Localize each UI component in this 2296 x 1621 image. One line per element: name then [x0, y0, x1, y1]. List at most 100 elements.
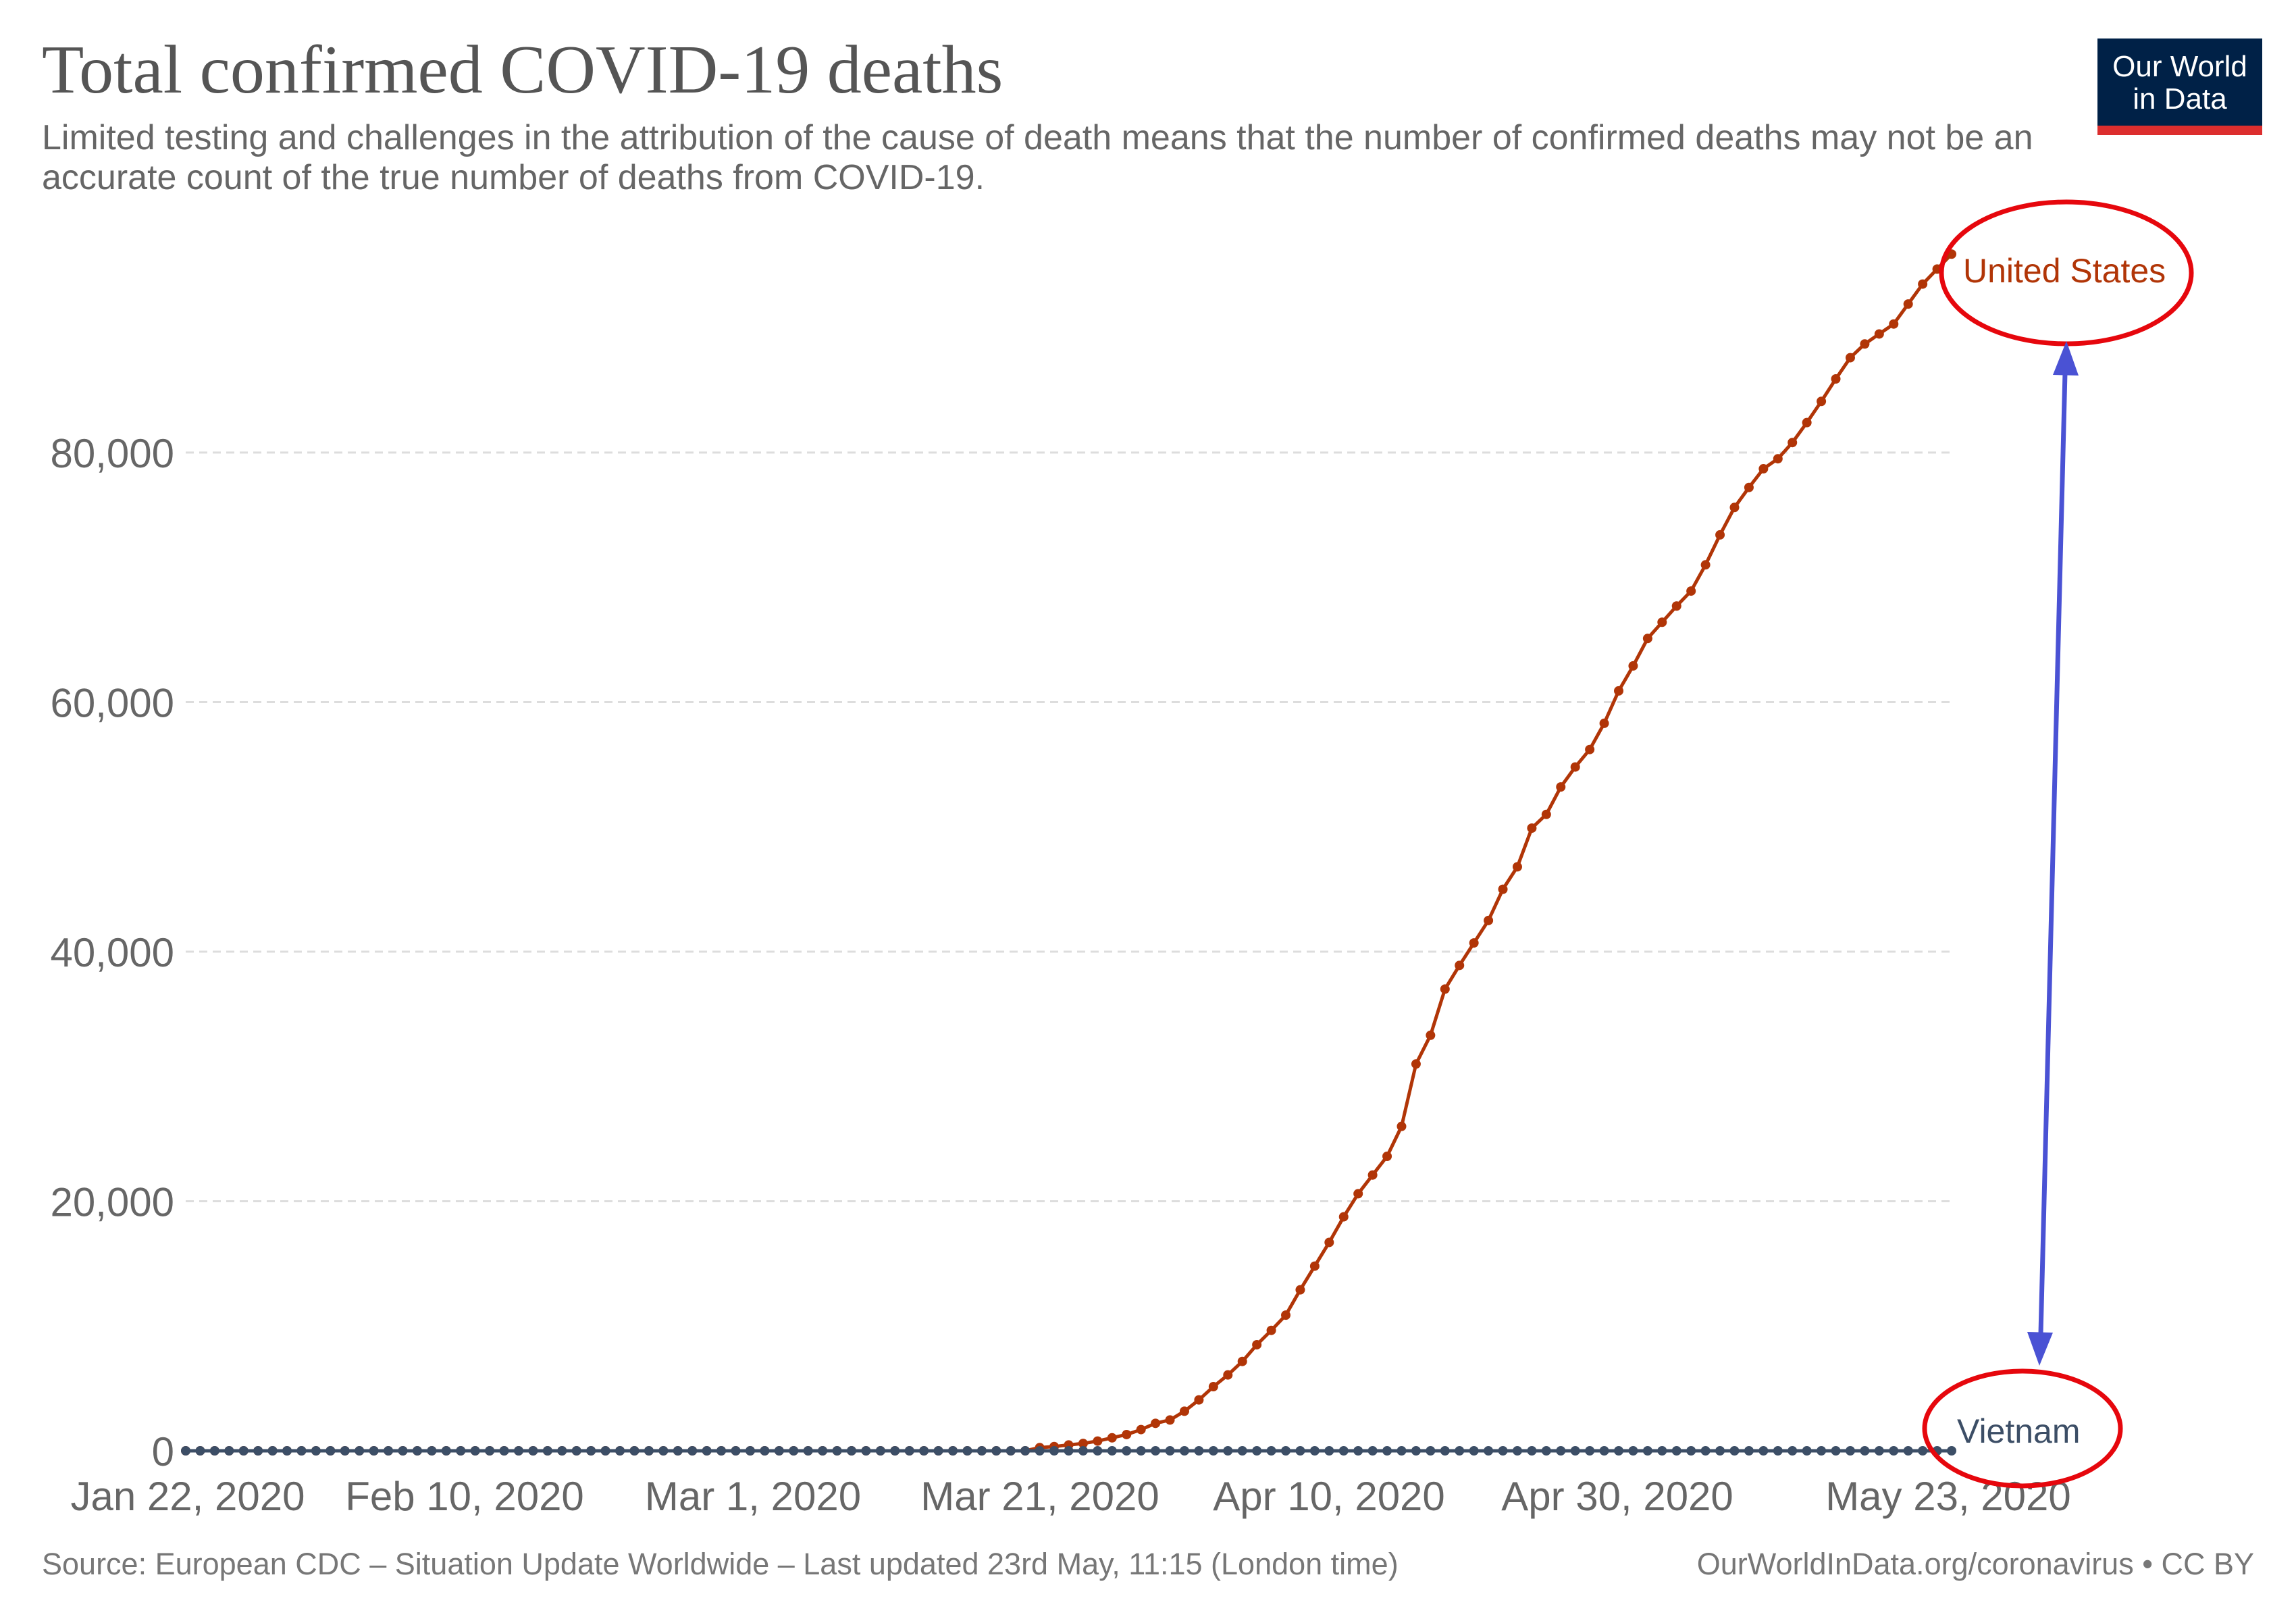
data-point-vietnam	[948, 1446, 958, 1456]
data-point-united-states	[1874, 329, 1884, 339]
data-point-vietnam	[1165, 1446, 1175, 1456]
data-point-vietnam	[629, 1446, 640, 1456]
data-point-united-states	[1817, 396, 1827, 407]
data-point-united-states	[1556, 782, 1566, 792]
data-point-united-states	[1541, 809, 1551, 819]
data-point-vietnam	[1686, 1446, 1696, 1456]
data-point-united-states	[1107, 1433, 1117, 1443]
data-point-vietnam	[1208, 1446, 1218, 1456]
data-point-vietnam	[267, 1446, 278, 1456]
data-point-vietnam	[716, 1446, 727, 1456]
data-point-vietnam	[340, 1446, 350, 1456]
data-point-vietnam	[818, 1446, 828, 1456]
chart-subtitle: Limited testing and challenges in the at…	[42, 118, 2033, 197]
data-point-united-states	[1903, 299, 1913, 309]
data-point-vietnam	[1136, 1446, 1146, 1456]
data-point-united-states	[1614, 686, 1624, 696]
x-tick-label: May 23, 2020	[1825, 1474, 2071, 1519]
data-point-vietnam	[441, 1446, 451, 1456]
x-tick-label: Mar 1, 2020	[645, 1474, 861, 1519]
data-point-vietnam	[485, 1446, 495, 1456]
data-point-vietnam	[673, 1446, 683, 1456]
data-point-vietnam	[1397, 1446, 1407, 1456]
owid-logo[interactable]: Our World in Data	[2097, 38, 2262, 135]
data-point-united-states	[1671, 601, 1681, 611]
data-point-vietnam	[1860, 1446, 1870, 1456]
data-point-vietnam	[282, 1446, 292, 1456]
data-point-vietnam	[181, 1446, 190, 1456]
data-point-vietnam	[1020, 1446, 1030, 1456]
annotations	[1922, 199, 2194, 1489]
data-point-vietnam	[195, 1446, 205, 1456]
data-point-vietnam	[1758, 1446, 1769, 1456]
data-point-vietnam	[702, 1446, 712, 1456]
data-point-vietnam	[499, 1446, 509, 1456]
data-point-united-states	[1338, 1212, 1349, 1222]
data-point-vietnam	[919, 1446, 929, 1456]
data-point-united-states	[1223, 1370, 1233, 1380]
data-point-united-states	[1484, 915, 1494, 925]
data-point-vietnam	[557, 1446, 567, 1456]
data-point-vietnam	[1353, 1446, 1363, 1456]
y-axis-ticks: 0 20,000 40,000 60,000 80,000	[50, 431, 174, 1474]
series-label-united-states: United States	[1963, 252, 2166, 290]
data-point-united-states	[1151, 1418, 1161, 1429]
data-point-vietnam	[1947, 1446, 1956, 1456]
data-point-vietnam	[1744, 1446, 1754, 1456]
data-point-united-states	[1237, 1356, 1247, 1366]
data-point-united-states	[1194, 1395, 1204, 1405]
data-point-vietnam	[1266, 1446, 1276, 1456]
data-point-vietnam	[745, 1446, 755, 1456]
data-point-vietnam	[355, 1446, 365, 1456]
y-tick-label: 80,000	[50, 431, 174, 476]
data-point-vietnam	[1194, 1446, 1204, 1456]
data-point-united-states	[1918, 279, 1928, 289]
data-point-vietnam	[1802, 1446, 1812, 1456]
x-tick-label: Feb 10, 2020	[345, 1474, 584, 1519]
x-tick-label: Apr 10, 2020	[1213, 1474, 1445, 1519]
data-point-united-states	[1715, 530, 1725, 540]
data-point-united-states	[1397, 1121, 1407, 1131]
data-point-vietnam	[1889, 1446, 1899, 1456]
annotation-circle-vietnam	[1922, 1368, 2123, 1489]
data-point-united-states	[1498, 884, 1508, 894]
data-point-vietnam	[1411, 1446, 1421, 1456]
data-point-vietnam	[1817, 1446, 1827, 1456]
data-point-vietnam	[962, 1446, 972, 1456]
data-point-vietnam	[209, 1446, 219, 1456]
data-point-vietnam	[890, 1446, 900, 1456]
data-point-vietnam	[528, 1446, 538, 1456]
series-lines: United States Vietnam	[181, 249, 2166, 1456]
credit-link[interactable]: OurWorldInData.org/coronavirus • CC BY	[1696, 1547, 2254, 1581]
series-label-vietnam: Vietnam	[1957, 1412, 2081, 1450]
data-point-vietnam	[904, 1446, 914, 1456]
data-point-united-states	[1078, 1439, 1088, 1449]
data-point-vietnam	[1107, 1446, 1117, 1456]
data-point-vietnam	[398, 1446, 408, 1456]
data-point-united-states	[1860, 339, 1870, 349]
series-line-united-states	[186, 253, 1953, 1453]
data-point-vietnam	[933, 1446, 943, 1456]
data-point-vietnam	[774, 1446, 784, 1456]
data-point-vietnam	[1426, 1446, 1436, 1456]
data-point-vietnam	[1831, 1446, 1841, 1456]
data-point-vietnam	[1657, 1446, 1667, 1456]
data-point-vietnam	[1556, 1446, 1566, 1456]
data-point-vietnam	[1642, 1446, 1652, 1456]
data-point-united-states	[1527, 823, 1537, 833]
data-point-vietnam	[1903, 1446, 1913, 1456]
data-point-vietnam	[976, 1446, 987, 1456]
x-tick-label: Apr 30, 2020	[1501, 1474, 1733, 1519]
x-tick-label: Mar 21, 2020	[920, 1474, 1159, 1519]
data-point-vietnam	[1252, 1446, 1262, 1456]
data-point-vietnam	[846, 1446, 856, 1456]
data-point-vietnam	[1151, 1446, 1161, 1456]
source-note: Source: European CDC – Situation Update …	[42, 1547, 1399, 1581]
data-point-united-states	[1831, 374, 1841, 384]
data-point-united-states	[1889, 319, 1899, 329]
data-point-vietnam	[1700, 1446, 1711, 1456]
data-point-vietnam	[542, 1446, 552, 1456]
y-tick-label: 40,000	[50, 930, 174, 975]
data-point-united-states	[1324, 1237, 1334, 1247]
data-point-vietnam	[1498, 1446, 1508, 1456]
